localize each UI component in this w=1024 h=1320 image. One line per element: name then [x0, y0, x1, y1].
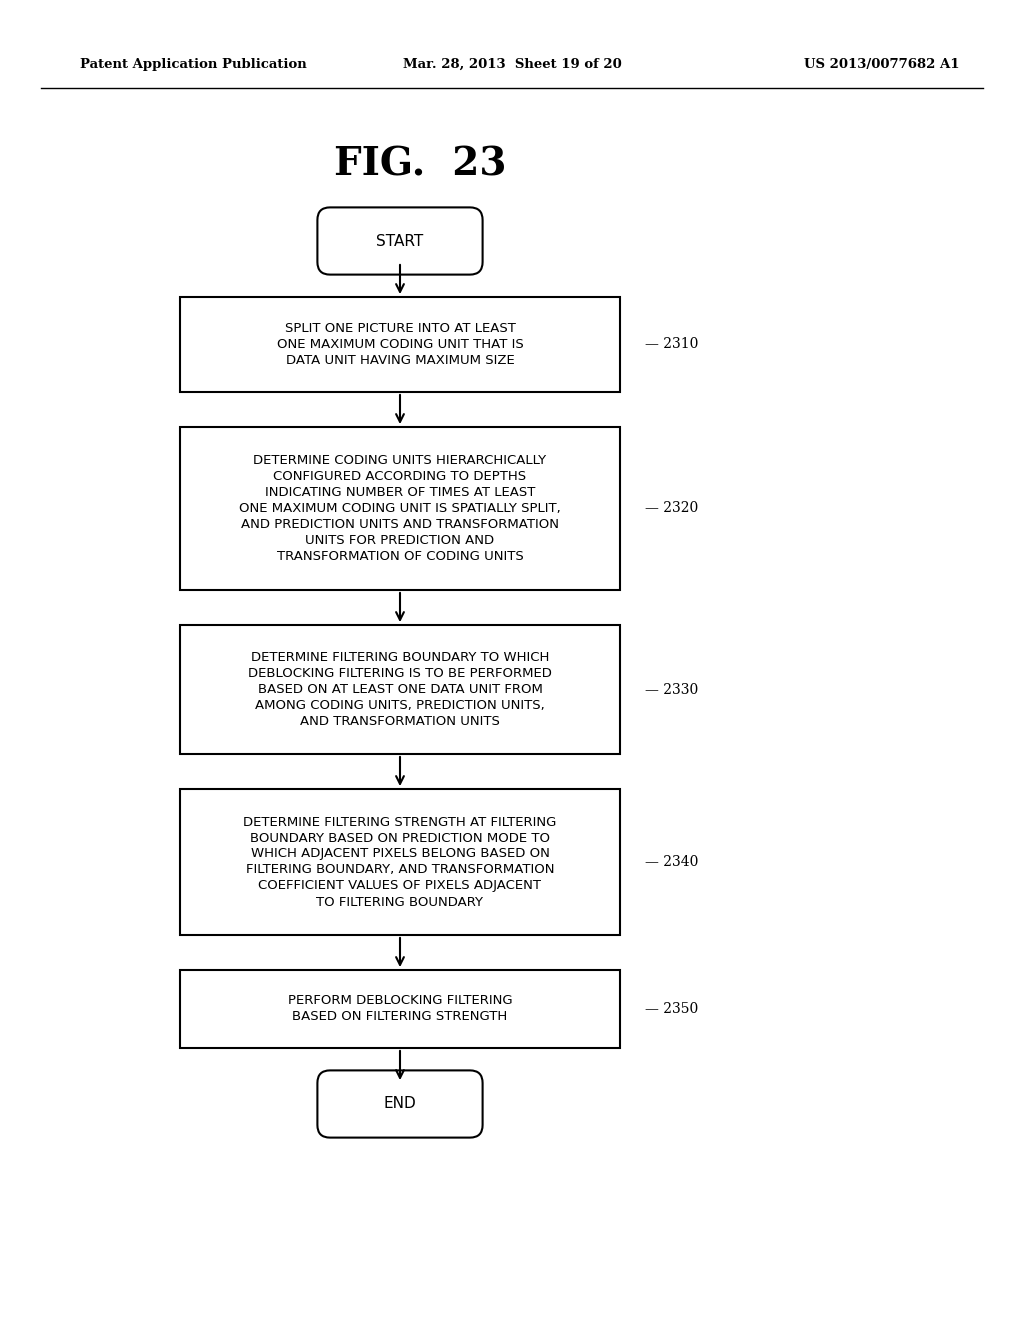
Text: SPLIT ONE PICTURE INTO AT LEAST
ONE MAXIMUM CODING UNIT THAT IS
DATA UNIT HAVING: SPLIT ONE PICTURE INTO AT LEAST ONE MAXI… — [276, 322, 523, 367]
Text: — 2330: — 2330 — [645, 682, 698, 697]
Bar — [180, 970, 620, 1048]
FancyBboxPatch shape — [317, 1071, 482, 1138]
Text: FIG.  23: FIG. 23 — [334, 145, 506, 183]
Text: — 2340: — 2340 — [645, 855, 698, 869]
Bar — [180, 789, 620, 935]
Text: Patent Application Publication: Patent Application Publication — [80, 58, 307, 71]
Text: Mar. 28, 2013  Sheet 19 of 20: Mar. 28, 2013 Sheet 19 of 20 — [402, 58, 622, 71]
Bar — [180, 297, 620, 392]
Bar — [180, 426, 620, 590]
Text: US 2013/0077682 A1: US 2013/0077682 A1 — [805, 58, 961, 71]
Text: — 2310: — 2310 — [645, 338, 698, 351]
Text: END: END — [384, 1097, 417, 1111]
Bar — [180, 624, 620, 754]
FancyBboxPatch shape — [317, 207, 482, 275]
Text: PERFORM DEBLOCKING FILTERING
BASED ON FILTERING STRENGTH: PERFORM DEBLOCKING FILTERING BASED ON FI… — [288, 994, 512, 1023]
Text: — 2320: — 2320 — [645, 502, 698, 516]
Text: START: START — [377, 234, 424, 248]
Text: — 2350: — 2350 — [645, 1002, 698, 1016]
Text: DETERMINE FILTERING BOUNDARY TO WHICH
DEBLOCKING FILTERING IS TO BE PERFORMED
BA: DETERMINE FILTERING BOUNDARY TO WHICH DE… — [248, 651, 552, 729]
Text: DETERMINE CODING UNITS HIERARCHICALLY
CONFIGURED ACCORDING TO DEPTHS
INDICATING : DETERMINE CODING UNITS HIERARCHICALLY CO… — [240, 454, 561, 564]
Text: DETERMINE FILTERING STRENGTH AT FILTERING
BOUNDARY BASED ON PREDICTION MODE TO
W: DETERMINE FILTERING STRENGTH AT FILTERIN… — [244, 816, 557, 908]
